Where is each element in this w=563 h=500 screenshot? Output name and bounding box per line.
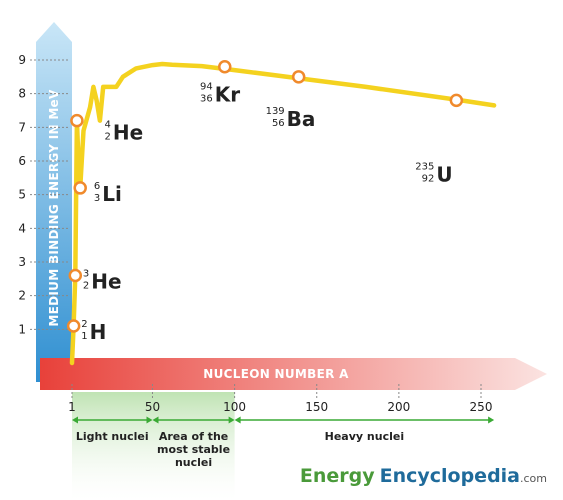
- y-tick-label: 9: [18, 53, 26, 67]
- mass-number: 235: [415, 161, 434, 172]
- y-tick-label: 5: [18, 188, 26, 202]
- nuclide-points: [66, 59, 464, 333]
- region-label: Heavy nuclei: [325, 430, 404, 443]
- y-tick-label: 2: [18, 289, 26, 303]
- atomic-number: 56: [272, 118, 285, 129]
- region-arrow-head-left: [234, 416, 241, 424]
- y-tick-label: 7: [18, 120, 26, 134]
- region-label: Light nuclei: [76, 430, 149, 443]
- nuclide-point-h: [66, 319, 81, 333]
- region-arrow-head-right: [146, 416, 153, 424]
- x-tick-label: 50: [145, 400, 160, 414]
- brand-suffix: .com: [520, 472, 547, 485]
- element-symbol: He: [113, 121, 143, 145]
- x-tick-label: 200: [387, 400, 410, 414]
- region-label: Area of the: [159, 430, 228, 443]
- binding-energy-curve: [69, 61, 497, 366]
- y-tick-label: 1: [18, 322, 26, 336]
- atomic-number: 2: [105, 132, 111, 143]
- brand-word-energy: Energy: [300, 465, 375, 487]
- y-axis-arrow: [36, 22, 72, 382]
- nuclide-point-he: [68, 268, 83, 283]
- mass-number: 2: [81, 319, 87, 330]
- brand-logo: Energy Encyclopedia.com: [300, 465, 547, 487]
- y-tick-label: 8: [18, 87, 26, 101]
- mass-number: 4: [105, 120, 111, 131]
- region-arrow-head-right: [228, 416, 235, 424]
- mass-number: 3: [83, 268, 89, 279]
- region-band-0: [72, 392, 153, 500]
- x-tick-label: 100: [223, 400, 246, 414]
- region-label: most stable: [157, 443, 230, 456]
- y-tick-label: 6: [18, 154, 26, 168]
- nuclide-label-h: 21 H: [81, 319, 106, 344]
- nuclide-point-kr: [218, 59, 232, 74]
- y-axis-title: MEDIUM BINDING ENERGY IN MeV: [47, 89, 61, 327]
- x-axis-ticks: 1 50 100 150 200 250: [68, 384, 492, 414]
- atomic-number: 2: [83, 280, 89, 291]
- region-0: Light nuclei: [72, 416, 153, 443]
- nuclide-label-he: 32 He: [83, 268, 122, 293]
- atomic-number: 92: [422, 173, 435, 184]
- region-label: nuclei: [175, 456, 212, 469]
- y-tick-label: 4: [18, 221, 26, 235]
- region-arrow-head-left: [72, 416, 78, 424]
- atomic-number: 36: [200, 94, 213, 105]
- mass-number: 94: [200, 82, 213, 93]
- atomic-number: 3: [94, 193, 100, 204]
- region-band-1: [152, 392, 235, 500]
- y-tick-label: 3: [18, 255, 26, 269]
- x-tick-label: 150: [305, 400, 328, 414]
- element-symbol: Ba: [287, 107, 316, 131]
- element-symbol: Kr: [215, 83, 240, 107]
- mass-number: 139: [266, 106, 285, 117]
- mass-number: 6: [94, 181, 100, 192]
- element-symbol: Li: [102, 182, 122, 206]
- region-2: Heavy nuclei: [234, 416, 495, 443]
- nuclide-point-u: [449, 93, 464, 108]
- nuclide-label-he: 42 He: [105, 120, 144, 145]
- x-tick-label: 250: [470, 400, 493, 414]
- y-axis-ticks: 1 2 3 4 5 6 7 8 9: [18, 53, 70, 336]
- nuclide-label-li: 63 Li: [94, 181, 122, 206]
- nuclide-point-he: [70, 113, 84, 128]
- element-symbol: H: [90, 320, 107, 344]
- element-symbol: U: [436, 162, 452, 186]
- element-symbol: He: [91, 269, 121, 293]
- x-axis-title: NUCLEON NUMBER A: [203, 367, 349, 381]
- region-backgrounds: [72, 392, 235, 500]
- x-tick-label: 1: [68, 400, 76, 414]
- atomic-number: 1: [81, 331, 87, 342]
- nuclide-point-li: [73, 181, 87, 195]
- x-axis-arrow: [40, 358, 547, 390]
- region-arrow-head-right: [488, 416, 495, 424]
- region-arrow-head-left: [152, 416, 159, 424]
- nuclide-point-ba: [291, 70, 306, 84]
- brand-word-encyclopedia: Encyclopedia: [380, 465, 520, 487]
